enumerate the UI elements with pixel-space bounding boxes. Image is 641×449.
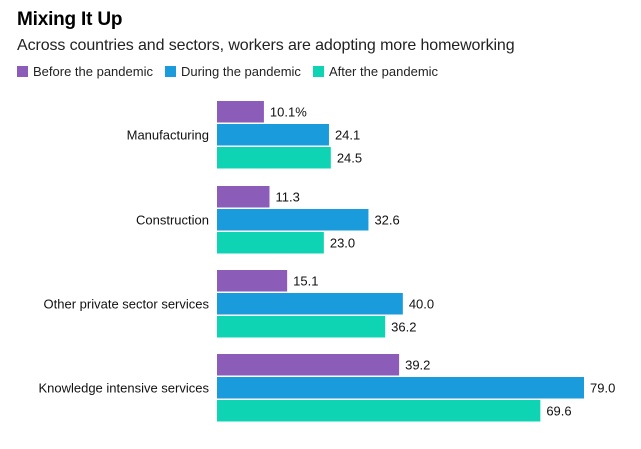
legend: Before the pandemic During the pandemic … [17, 64, 450, 79]
bar-during [217, 293, 403, 315]
data-label-after: 69.6 [546, 403, 571, 418]
legend-swatch-before [17, 66, 28, 77]
legend-swatch-after [312, 66, 324, 77]
category-label: Other private sector services [44, 296, 210, 311]
bar-during [217, 377, 584, 399]
data-label-during: 24.1 [335, 127, 360, 142]
bar-before [217, 270, 288, 292]
data-label-after: 23.0 [330, 235, 355, 250]
data-label-before: 39.2 [405, 357, 430, 372]
chart-subtitle: Across countries and sectors, workers ar… [17, 37, 515, 54]
data-label-before: 11.3 [275, 189, 299, 204]
legend-label-after: After the pandemic [328, 64, 439, 79]
legend-swatch-during [164, 66, 176, 77]
bar-during [217, 124, 329, 146]
bar-before [217, 186, 270, 208]
data-label-during: 32.6 [374, 212, 399, 227]
legend-item-during: During the pandemic [164, 64, 301, 79]
bar-during [217, 209, 369, 231]
data-label-during: 79.0 [590, 380, 615, 395]
category-label: Manufacturing [127, 127, 209, 142]
data-label-after: 24.5 [337, 150, 362, 165]
legend-label-before: Before the pandemic [33, 64, 153, 79]
category-label: Construction [136, 212, 209, 227]
legend-item-before: Before the pandemic [17, 64, 153, 79]
legend-item-after: After the pandemic [312, 64, 439, 79]
data-label-during: 40.0 [409, 296, 434, 311]
category-label: Knowledge intensive services [38, 380, 209, 395]
chart-title: Mixing It Up [17, 9, 123, 30]
data-label-before: 10.1% [270, 104, 307, 119]
bar-after [217, 232, 324, 254]
bar-after [217, 147, 331, 169]
legend-label-during: During the pandemic [180, 64, 301, 79]
bar-before [217, 101, 264, 123]
bar-before [217, 354, 400, 376]
bar-after [217, 316, 386, 338]
data-label-after: 36.2 [391, 319, 416, 334]
data-label-before: 15.1 [293, 273, 318, 288]
bar-after [217, 400, 541, 422]
